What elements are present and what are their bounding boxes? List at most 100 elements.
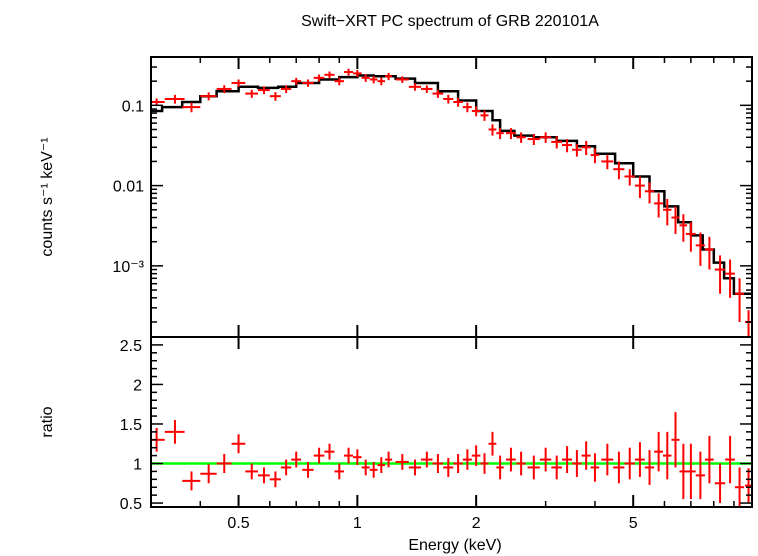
- ratio-data-point: [634, 442, 645, 477]
- top-data-point: [182, 102, 201, 113]
- ratio-data-point: [377, 457, 385, 473]
- top-data-point: [734, 278, 745, 322]
- top-data-point: [704, 236, 714, 270]
- ratio-data-point: [471, 445, 481, 466]
- top-data-point: [654, 193, 664, 218]
- top-data-point: [324, 71, 335, 79]
- ratio-data-point: [280, 459, 292, 476]
- ratio-data-point: [353, 449, 362, 466]
- top-data-layer: [151, 68, 752, 337]
- ratio-data-point: [488, 431, 497, 456]
- top-data-point: [453, 97, 463, 107]
- top-data-point: [384, 72, 393, 81]
- ratio-data-point: [624, 447, 635, 480]
- ratio-data-point: [704, 435, 714, 484]
- top-data-point: [663, 199, 672, 226]
- bottom-panel: 0.5 1 2 5 0.5 1 1.5 2 2.5 ratio Energy (keV): [39, 336, 753, 554]
- x-tick-label: 0.5: [227, 515, 249, 532]
- ratio-data-point: [200, 464, 217, 484]
- top-data-point: [343, 68, 354, 76]
- top-data-point: [245, 89, 258, 98]
- y-tick-label: 0.5: [120, 496, 142, 513]
- ratio-data-point: [245, 463, 258, 480]
- ratio-data-point: [443, 457, 454, 477]
- top-data-point: [216, 85, 232, 94]
- y-tick-label: 10⁻³: [112, 259, 144, 276]
- ratio-data-point: [182, 471, 201, 491]
- top-data-point: [291, 77, 302, 85]
- top-data-point: [634, 176, 645, 199]
- ratio-data-point: [324, 443, 335, 460]
- bottom-tick-layer: 0.5 1 2 5 0.5 1 1.5 2 2.5: [120, 338, 753, 532]
- y-tick-label: 2.5: [120, 338, 142, 355]
- ratio-data-point: [496, 455, 504, 480]
- top-data-point: [462, 102, 472, 113]
- top-data-point: [432, 89, 444, 98]
- top-data-point: [671, 206, 680, 234]
- top-data-point: [231, 79, 246, 87]
- top-data-point: [369, 75, 378, 84]
- top-model-layer: [151, 74, 752, 295]
- top-data-point: [164, 94, 185, 104]
- top-data-point: [443, 94, 454, 104]
- x-tick-label: 2: [472, 515, 481, 532]
- ratio-data-point: [581, 441, 591, 470]
- top-data-point: [725, 259, 735, 298]
- y-tick-label: 0.01: [113, 179, 144, 196]
- ratio-data-point: [269, 471, 281, 488]
- ratio-data-point: [361, 459, 370, 476]
- x-tick-label: 1: [353, 515, 362, 532]
- top-data-point: [361, 74, 370, 82]
- ratio-data-point: [516, 451, 526, 476]
- chart-title: Swift−XRT PC spectrum of GRB 220101A: [301, 13, 599, 30]
- ratio-data-point: [231, 434, 246, 454]
- top-data-point: [539, 132, 552, 143]
- ratio-data-point: [725, 435, 735, 484]
- ratio-data-point: [343, 447, 354, 464]
- top-data-point: [505, 128, 516, 140]
- ratio-data-point: [644, 450, 655, 485]
- top-data-point: [480, 110, 489, 121]
- top-data-point: [280, 85, 292, 94]
- ratio-data-point: [257, 467, 270, 484]
- ratio-data-point: [334, 463, 344, 480]
- top-data-point: [516, 132, 526, 143]
- ratio-data-point: [421, 451, 433, 468]
- model-curve: [151, 74, 752, 295]
- top-data-point: [471, 106, 481, 117]
- top-data-point: [644, 182, 655, 204]
- ratio-data-point: [164, 420, 185, 444]
- ratio-data-point: [369, 461, 378, 478]
- y-tick-label: 0.1: [122, 98, 144, 115]
- ratio-data-point: [590, 453, 600, 482]
- ratio-data-point: [679, 443, 688, 500]
- top-data-point: [313, 74, 325, 82]
- ratio-data-point: [216, 454, 232, 473]
- top-data-point: [353, 70, 362, 78]
- ratio-data-point: [384, 451, 393, 468]
- top-data-point: [488, 124, 497, 136]
- top-y-axis-label: counts s⁻¹ keV⁻¹: [39, 137, 56, 256]
- ratio-data-point: [695, 451, 705, 500]
- y-tick-label: 1.5: [120, 417, 142, 434]
- ratio-data-point: [734, 467, 745, 507]
- ratio-data-point: [527, 455, 540, 480]
- ratio-data-point: [302, 461, 314, 478]
- ratio-data-point: [462, 449, 472, 470]
- top-data-point: [685, 222, 696, 252]
- top-data-point: [581, 140, 591, 156]
- ratio-data-point: [480, 453, 489, 474]
- ratio-data-point: [613, 451, 625, 484]
- x-axis-label: Energy (keV): [408, 537, 501, 554]
- bottom-panel-frame: [150, 336, 753, 508]
- ratio-data-point: [291, 451, 302, 468]
- top-panel: 0.1 0.01 10⁻³ counts s⁻¹ keV⁻¹: [39, 56, 753, 349]
- ratio-data-point: [685, 443, 696, 500]
- top-data-point: [601, 155, 614, 170]
- ratio-data-point: [432, 454, 444, 473]
- ratio-data-point: [395, 454, 409, 470]
- top-data-point: [408, 83, 422, 91]
- ratio-data-point: [601, 443, 614, 476]
- ratio-data-point: [539, 447, 552, 472]
